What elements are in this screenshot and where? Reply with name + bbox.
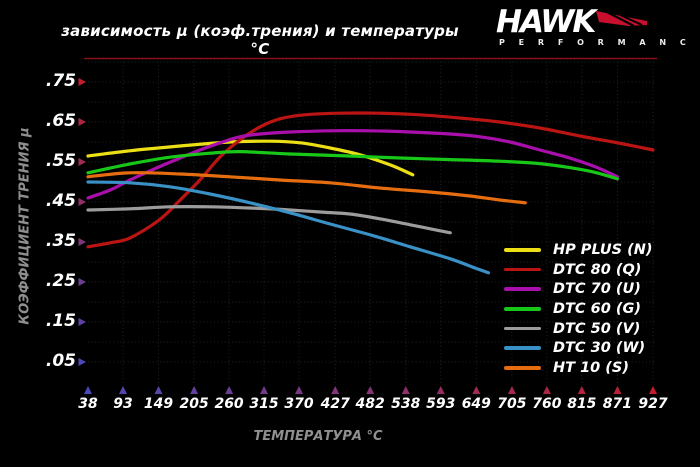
x-tick-label: 649 (461, 396, 491, 412)
legend-swatch-icon (504, 346, 541, 351)
curve-dtc-80-q- (86, 111, 655, 249)
legend-item: HT 10 (S) (504, 358, 653, 378)
legend: HP PLUS (N) DTC 80 (Q) DTC 70 (U) DTC 60 (G… (504, 240, 653, 378)
curve-dtc-50-v- (86, 205, 452, 235)
curve-dtc-70-u- (86, 129, 619, 200)
legend-swatch-icon (504, 287, 541, 292)
legend-label: HP PLUS (N) (553, 241, 653, 258)
legend-label: DTC 50 (V) (553, 320, 641, 337)
curve-hp-plus-n- (86, 139, 415, 177)
legend-item: DTC 30 (W) (504, 338, 653, 358)
legend-swatch-icon (504, 267, 541, 272)
x-tick-label: 205 (179, 396, 209, 412)
legend-label: DTC 70 (U) (553, 281, 641, 298)
legend-item: DTC 80 (Q) (504, 260, 653, 280)
y-tick-label: .55 (45, 151, 76, 171)
legend-label: DTC 30 (W) (553, 340, 646, 357)
legend-swatch-icon (504, 326, 541, 331)
y-tick-label: .75 (45, 71, 76, 91)
legend-item: DTC 60 (G) (504, 299, 653, 319)
legend-item: DTC 50 (V) (504, 319, 653, 339)
legend-label: DTC 60 (G) (553, 300, 641, 317)
x-tick-label: 815 (567, 396, 597, 412)
logo-subtitle: P E R F O R M A N C E (499, 38, 700, 47)
legend-item: DTC 70 (U) (504, 279, 653, 299)
y-tick-label: .05 (45, 351, 76, 371)
y-axis-title: КОЭФФИЦИЕНТ ТРЕНИЯ µ (17, 127, 33, 325)
legend-swatch-icon (504, 366, 541, 370)
x-tick-label: 927 (638, 396, 668, 412)
x-tick-label: 93 (113, 396, 133, 412)
y-tick-label: .15 (45, 311, 76, 331)
axes (84, 57, 657, 386)
x-tick-label: 149 (143, 396, 174, 412)
x-tick-label: 760 (532, 396, 562, 412)
legend-item: HP PLUS (N) (504, 240, 653, 260)
logo-row: HAWK (496, 4, 692, 40)
y-tick-label: .35 (45, 231, 76, 251)
x-tick-label: 260 (214, 396, 244, 412)
tick-arrows (78, 78, 657, 394)
x-tick-label: 482 (355, 396, 385, 412)
chart-title: зависимость µ (коэф.трения) и температур… (61, 22, 459, 58)
curve-dtc-60-g- (86, 149, 619, 181)
legend-label: HT 10 (S) (553, 359, 629, 376)
hawk-logo: HAWK P E R F O R M A N C E (496, 4, 700, 48)
x-tick-label: 370 (284, 396, 314, 412)
y-tick-label: .45 (45, 191, 76, 211)
x-tick-label: 38 (78, 396, 98, 412)
legend-swatch-icon (504, 307, 541, 311)
y-tick-label: .25 (45, 271, 76, 291)
x-tick-label: 593 (426, 396, 456, 412)
x-tick-label: 538 (391, 396, 421, 412)
legend-swatch-icon (504, 247, 541, 252)
x-axis-title: ТЕМПЕРАТУРА °C (253, 429, 383, 444)
legend-label: DTC 80 (Q) (553, 261, 642, 278)
curve-ht-10-s- (86, 171, 527, 205)
logo-wordmark: HAWK (496, 4, 596, 40)
x-tick-label: 871 (602, 396, 633, 412)
hawk-wing-icon (596, 10, 648, 27)
curve-dtc-30-w- (86, 180, 490, 275)
x-tick-label: 427 (320, 396, 350, 412)
y-tick-label: .65 (45, 111, 76, 131)
x-tick-label: 705 (497, 396, 527, 412)
series-curves (86, 111, 655, 275)
x-tick-label: 315 (249, 396, 279, 412)
